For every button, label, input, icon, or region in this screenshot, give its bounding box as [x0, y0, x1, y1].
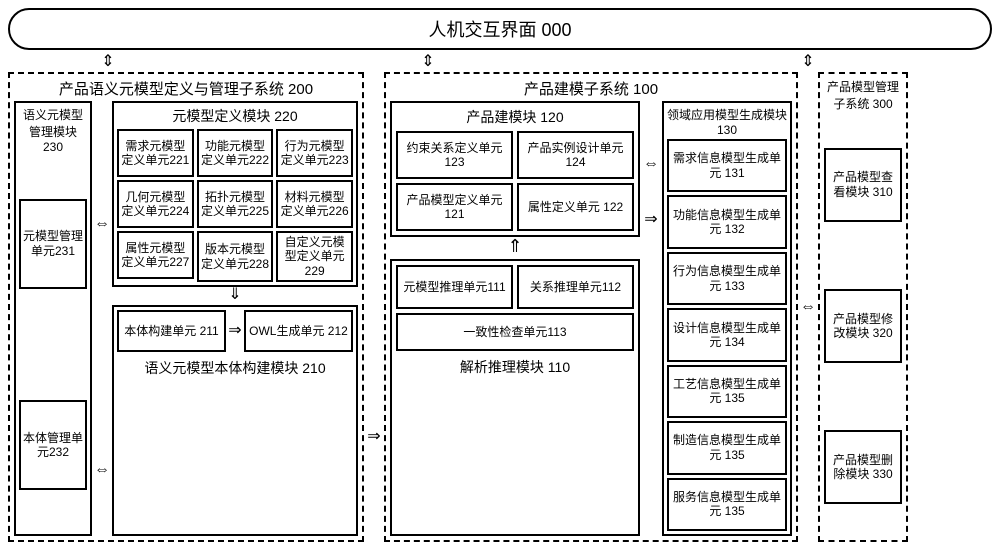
unit-212: OWL生成单元 212	[244, 310, 353, 352]
unit-133: 行为信息模型生成单元 133	[667, 252, 787, 305]
system-300: 产品模型管理子系统 300 产品模型查看模块 310 产品模型修改模块 320 …	[818, 72, 908, 542]
system-100: 产品建模子系统 100 产品建模块 120 约束关系定义单元 123 产品实例设…	[384, 72, 798, 542]
top-arrows-row: ⇕ ⇕ ⇕	[8, 54, 992, 72]
system-200: 产品语义元模型定义与管理子系统 200 语义元模型管理模块 230 元模型管理单…	[8, 72, 364, 542]
unit-134: 设计信息模型生成单元 134	[667, 308, 787, 361]
unit-228: 版本元模型定义单元228	[197, 231, 274, 282]
module-130: 领域应用模型生成模块 130 需求信息模型生成单元 131 功能信息模型生成单元…	[662, 101, 792, 536]
unit-113: 一致性检查单元113	[396, 313, 634, 351]
arrows-120-to-130: ⇔ ⇒	[640, 101, 662, 536]
unit-229: 自定义元模型定义单元229	[276, 231, 353, 282]
arrow-top-to-200: ⇕	[8, 54, 208, 70]
arrow-124-to-130: ⇔	[643, 156, 659, 172]
mod130-title: 领域应用模型生成模块 130	[667, 106, 787, 137]
sys200-title: 产品语义元模型定义与管理子系统 200	[14, 78, 358, 99]
module-220: 元模型定义模块 220 需求元模型定义单元221 功能元模型定义单元222 行为…	[112, 101, 358, 287]
arrow-130-to-300: ⇔	[800, 299, 816, 315]
arrow-231-to-220: ⇔	[94, 216, 110, 232]
module-310: 产品模型查看模块 310	[824, 148, 902, 222]
mod220-grid: 需求元模型定义单元221 功能元模型定义单元222 行为元模型定义单元223 几…	[117, 129, 353, 282]
unit-112: 关系推理单元112	[517, 265, 634, 309]
unit-223: 行为元模型定义单元223	[276, 129, 353, 177]
arrow-232-to-210: ⇔	[94, 462, 110, 478]
unit-211: 本体构建单元 211	[117, 310, 226, 352]
hci-header: 人机交互界面 000	[8, 8, 992, 50]
unit-121: 产品模型定义单元 121	[396, 183, 513, 231]
mod220-title: 元模型定义模块 220	[117, 106, 353, 126]
mod110-title: 解析推理模块 110	[396, 357, 634, 377]
unit-122: 属性定义单元 122	[517, 183, 634, 231]
module-230: 语义元模型管理模块 230 元模型管理单元231 本体管理单元232	[14, 101, 92, 536]
main-row: 产品语义元模型定义与管理子系统 200 语义元模型管理模块 230 元模型管理单…	[8, 72, 992, 542]
arrow-100-to-300: ⇔	[798, 72, 818, 542]
unit-136: 制造信息模型生成单元 135	[667, 421, 787, 474]
mod210-title: 语义元模型本体构建模块 210	[117, 358, 353, 378]
sys300-title: 产品模型管理子系统 300	[824, 78, 902, 112]
module-110: 元模型推理单元111 关系推理单元112 一致性检查单元113 解析推理模块 1…	[390, 259, 640, 536]
module-120: 产品建模块 120 约束关系定义单元 123 产品实例设计单元 124 产品模型…	[390, 101, 640, 237]
arrow-211-to-212: ⇒	[226, 310, 244, 352]
unit-227: 属性元模型定义单元227	[117, 231, 194, 279]
unit-231: 元模型管理单元231	[19, 199, 87, 289]
unit-222: 功能元模型定义单元222	[197, 129, 274, 177]
unit-123: 约束关系定义单元 123	[396, 131, 513, 179]
unit-111: 元模型推理单元111	[396, 265, 513, 309]
unit-124: 产品实例设计单元 124	[517, 131, 634, 179]
arrow-200-to-100: ⇒	[364, 72, 384, 542]
module-210: 本体构建单元 211 ⇒ OWL生成单元 212 语义元模型本体构建模块 210	[112, 305, 358, 536]
unit-226: 材料元模型定义单元226	[276, 180, 353, 228]
unit-137: 服务信息模型生成单元 135	[667, 478, 787, 531]
arrow-220-to-210: ⇓	[112, 287, 358, 305]
arrow-top-to-300: ⇕	[648, 54, 968, 70]
unit-221: 需求元模型定义单元221	[117, 129, 194, 177]
mod120-grid: 约束关系定义单元 123 产品实例设计单元 124 产品模型定义单元 121 属…	[396, 131, 634, 231]
arrow-110-to-120: ⇑	[390, 237, 640, 259]
arrow-top-to-100: ⇕	[208, 54, 648, 70]
unit-232: 本体管理单元232	[19, 400, 87, 490]
module-330: 产品模型删除模块 330	[824, 430, 902, 504]
sys100-title: 产品建模子系统 100	[390, 78, 792, 99]
hci-title: 人机交互界面 000	[428, 20, 571, 40]
mod120-title: 产品建模块 120	[396, 107, 634, 127]
unit-224: 几何元模型定义单元224	[117, 180, 194, 228]
mod230-title: 语义元模型管理模块 230	[19, 106, 87, 154]
arrows-230-right: ⇔ ⇔	[92, 101, 112, 536]
unit-135: 工艺信息模型生成单元 135	[667, 365, 787, 418]
unit-131: 需求信息模型生成单元 131	[667, 139, 787, 192]
unit-132: 功能信息模型生成单元 132	[667, 195, 787, 248]
arrow-212-to-110: ⇒	[367, 429, 380, 445]
module-320: 产品模型修改模块 320	[824, 289, 902, 363]
unit-225: 拓扑元模型定义单元225	[197, 180, 274, 228]
arrow-122-to-130: ⇒	[644, 212, 657, 228]
